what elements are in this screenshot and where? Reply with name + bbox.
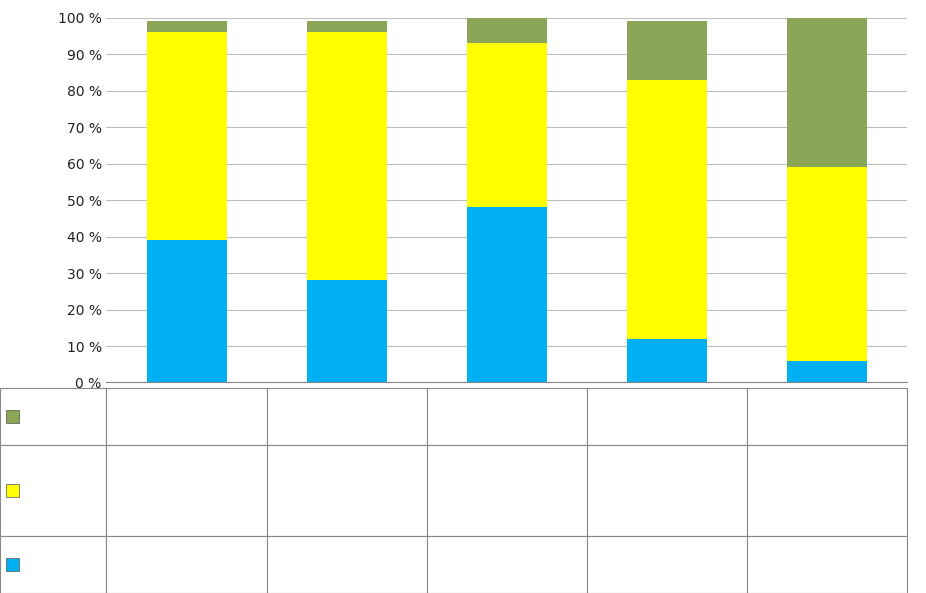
Bar	[787, 361, 868, 382]
Bar	[467, 18, 547, 43]
Bar	[627, 339, 707, 382]
Text: 3 %: 3 %	[175, 410, 198, 423]
Bar	[467, 208, 547, 382]
Text: 39 %: 39 %	[170, 558, 203, 571]
Bar	[146, 33, 227, 240]
Bar	[627, 21, 707, 80]
Text: 3 %: 3 %	[335, 410, 358, 423]
Text: 57 %: 57 %	[170, 484, 203, 497]
Text: 45 %: 45 %	[491, 484, 523, 497]
Bar	[146, 240, 227, 382]
Bar	[467, 43, 547, 208]
Text: 68 %: 68 %	[331, 484, 363, 497]
Text: 28 %: 28 %	[331, 558, 363, 571]
Text: Kaluston määrä noussut: Kaluston määrä noussut	[24, 558, 176, 571]
Text: 16 %: 16 %	[651, 410, 683, 423]
Text: 12 %: 12 %	[651, 558, 683, 571]
Text: Kaluston määrä laskenut: Kaluston määrä laskenut	[24, 410, 180, 423]
Text: Kaluston määrä pysynyt: Kaluston määrä pysynyt	[24, 474, 176, 486]
Text: 6 %: 6 %	[816, 558, 839, 571]
Text: 41 %: 41 %	[811, 410, 844, 423]
Bar	[307, 21, 387, 33]
Bar	[146, 21, 227, 33]
Bar	[787, 167, 868, 361]
Text: 53 %: 53 %	[811, 484, 844, 497]
Text: 7 %: 7 %	[495, 410, 519, 423]
Bar	[627, 80, 707, 339]
Text: 71 %: 71 %	[651, 484, 683, 497]
Text: 48 %: 48 %	[491, 558, 523, 571]
Bar	[307, 280, 387, 382]
Bar	[307, 33, 387, 280]
Text: samana: samana	[33, 495, 83, 508]
Bar	[787, 18, 868, 167]
